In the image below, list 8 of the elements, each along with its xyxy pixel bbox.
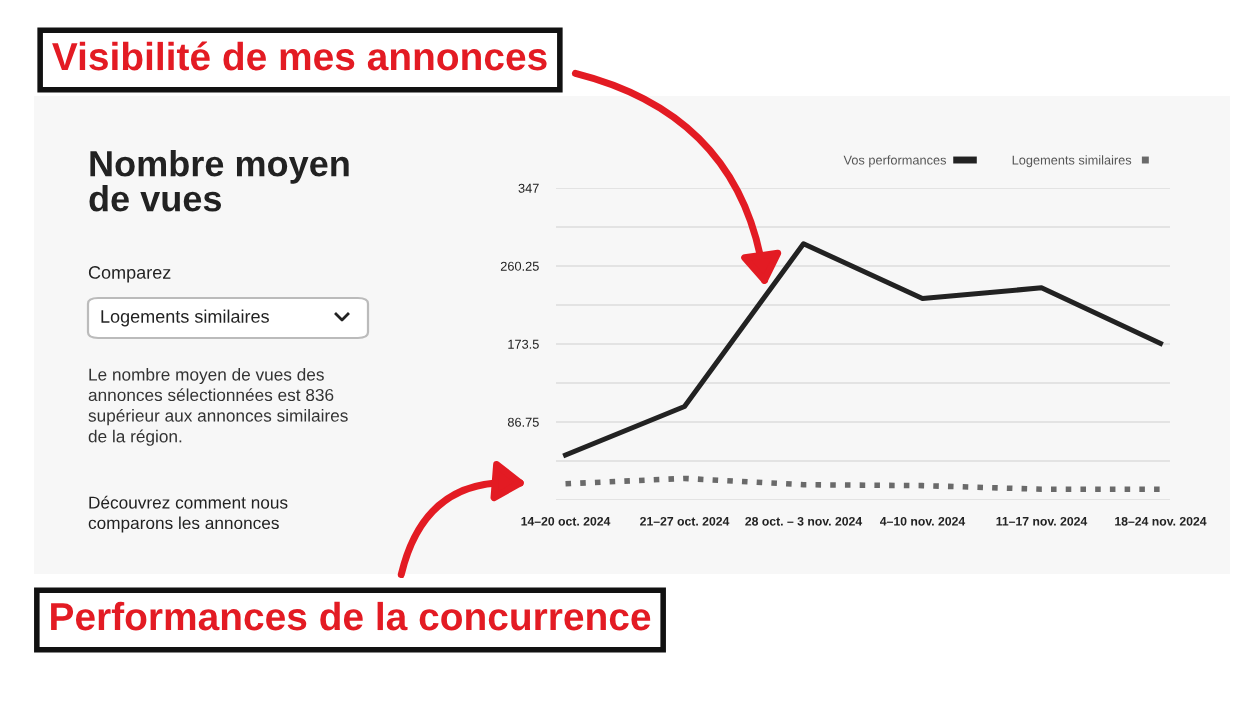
text: Performances de la concurrence [51, 601, 651, 631]
text: Logements similaires [101, 309, 269, 327]
line-series [563, 241, 1163, 458]
text: Comparez [88, 266, 171, 283]
text: Nombre moyen de vues [89, 150, 349, 212]
text: Visibilité de mes annonces [52, 41, 547, 71]
text: Le nombre moyen de vues des annonces sélectionnées est 836 supérieur aux annonces similaires de la région. [88, 368, 348, 446]
text: Découvrez comment nous comparons les annonces [88, 495, 288, 533]
